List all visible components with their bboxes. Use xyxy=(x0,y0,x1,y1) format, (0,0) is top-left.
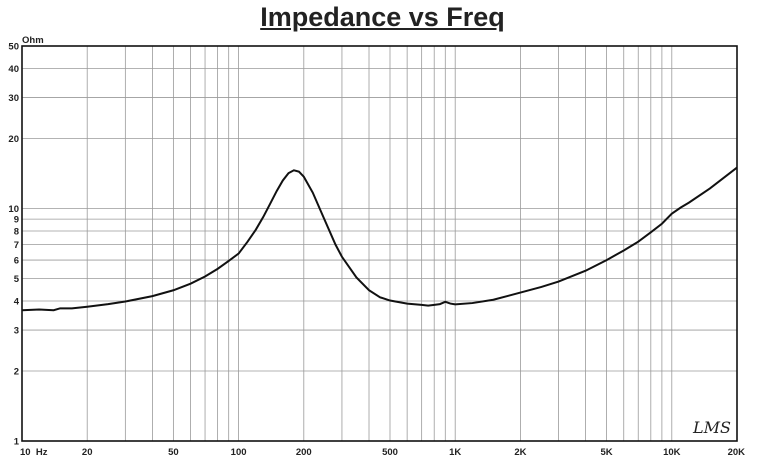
y-tick-label: 1 xyxy=(14,437,20,448)
y-tick-label: 3 xyxy=(14,326,19,337)
x-tick-label: 100 xyxy=(231,447,247,458)
y-tick-label: 10 xyxy=(8,204,19,215)
y-tick-label: 9 xyxy=(14,215,19,226)
y-tick-label: 6 xyxy=(14,256,19,267)
x-tick-label: 50 xyxy=(168,447,179,458)
y-tick-label: 30 xyxy=(8,93,19,104)
y-tick-label: 40 xyxy=(8,64,19,75)
x-tick-label: 10K xyxy=(663,447,681,458)
y-tick-label: 4 xyxy=(14,297,20,308)
x-tick-label: 2K xyxy=(514,447,526,458)
y-tick-label: 7 xyxy=(14,240,19,251)
y-tick-label: 5 xyxy=(14,274,20,285)
x-tick-label: 200 xyxy=(296,447,312,458)
y-tick-label: 2 xyxy=(14,367,19,378)
lms-logo: LMS xyxy=(692,418,731,437)
y-tick-label: 8 xyxy=(14,227,19,238)
x-tick-label: 20K xyxy=(728,447,746,458)
x-tick-label: 10 Hz xyxy=(20,447,48,458)
chart-title: Impedance vs Freq xyxy=(260,2,505,32)
y-axis-unit: Ohm xyxy=(22,35,44,46)
y-tick-label: 20 xyxy=(8,134,19,145)
grid xyxy=(21,45,738,442)
x-tick-label: 5K xyxy=(601,447,613,458)
x-tick-label: 500 xyxy=(382,447,398,458)
impedance-curve xyxy=(21,166,738,312)
y-tick-label: 50 xyxy=(8,42,19,53)
x-tick-label: 20 xyxy=(82,447,93,458)
plot-frame xyxy=(21,45,738,442)
x-tick-label: 1K xyxy=(449,447,461,458)
tick-labels: 10 Hz 20 50 100 200 500 1K 2K 5K 10K 20K 1 2 3 4 5 6 7 891… xyxy=(8,42,745,459)
